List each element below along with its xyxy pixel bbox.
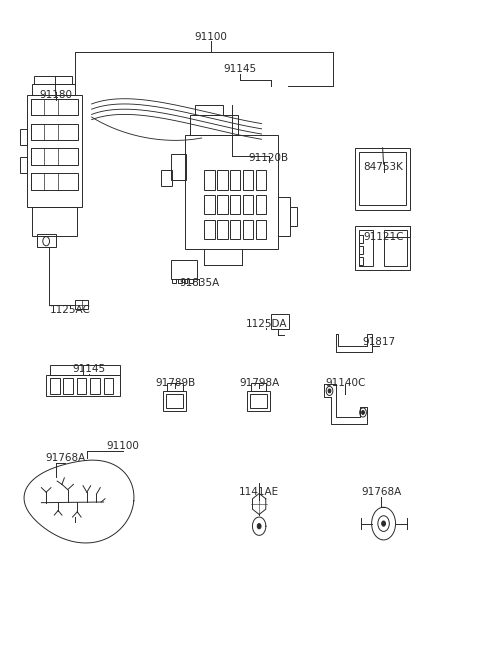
Bar xyxy=(271,314,289,329)
Bar xyxy=(204,170,215,189)
Bar xyxy=(204,195,215,214)
Text: 91145: 91145 xyxy=(72,364,106,374)
Bar xyxy=(230,195,240,214)
Bar xyxy=(243,195,253,214)
Text: 91768A: 91768A xyxy=(45,453,85,463)
Text: 91835A: 91835A xyxy=(179,278,219,288)
Bar xyxy=(31,124,78,140)
Bar xyxy=(34,76,72,84)
Bar xyxy=(172,279,176,283)
Text: 91789B: 91789B xyxy=(155,378,195,388)
Bar xyxy=(46,375,120,396)
Text: 91817: 91817 xyxy=(362,337,396,347)
Bar xyxy=(190,115,238,135)
Text: 91120B: 91120B xyxy=(249,153,289,162)
Bar xyxy=(31,149,78,165)
Bar xyxy=(36,234,56,247)
Bar xyxy=(243,219,253,239)
Text: 91768A: 91768A xyxy=(361,487,401,497)
Bar xyxy=(384,230,407,266)
Text: 84753K: 84753K xyxy=(364,162,404,172)
Bar xyxy=(27,96,82,206)
Bar xyxy=(204,219,215,239)
Text: 1125AC: 1125AC xyxy=(49,305,91,315)
Text: 91180: 91180 xyxy=(39,90,72,100)
Bar xyxy=(63,378,73,394)
Bar xyxy=(77,378,86,394)
Text: 1125DA: 1125DA xyxy=(246,318,287,329)
Bar xyxy=(32,84,75,96)
Text: 91798A: 91798A xyxy=(239,378,279,388)
Bar xyxy=(75,300,88,309)
Text: 91121C: 91121C xyxy=(363,233,404,242)
Circle shape xyxy=(361,411,364,415)
Bar xyxy=(355,225,410,270)
Bar xyxy=(359,234,362,242)
Bar xyxy=(217,219,228,239)
Bar xyxy=(31,99,78,115)
Bar xyxy=(194,105,223,115)
Bar xyxy=(104,378,113,394)
Bar xyxy=(50,378,60,394)
Bar xyxy=(359,257,362,265)
Bar xyxy=(90,378,100,394)
Bar xyxy=(20,157,27,174)
Circle shape xyxy=(257,523,261,529)
Bar xyxy=(355,148,410,210)
Bar xyxy=(170,259,197,279)
Bar xyxy=(243,170,253,189)
Bar xyxy=(247,391,270,411)
Bar xyxy=(251,383,266,391)
Bar xyxy=(278,196,290,236)
Bar xyxy=(359,230,373,266)
Circle shape xyxy=(328,389,331,393)
Bar xyxy=(183,279,187,283)
Text: 1141AE: 1141AE xyxy=(239,487,279,497)
Bar xyxy=(217,170,228,189)
Bar xyxy=(166,394,183,408)
Bar xyxy=(163,391,186,411)
Bar xyxy=(178,279,181,283)
Bar xyxy=(31,174,78,189)
Bar xyxy=(32,206,77,236)
Bar xyxy=(185,135,278,249)
Bar xyxy=(230,219,240,239)
Bar xyxy=(20,129,27,145)
Text: 91140C: 91140C xyxy=(325,378,365,388)
Text: 91145: 91145 xyxy=(223,64,257,74)
Circle shape xyxy=(382,521,385,526)
Bar xyxy=(256,219,266,239)
Bar xyxy=(230,170,240,189)
Bar xyxy=(250,394,267,408)
Text: 91100: 91100 xyxy=(106,441,139,451)
Bar xyxy=(170,155,186,180)
Bar xyxy=(290,206,298,226)
Bar xyxy=(359,153,406,205)
Bar xyxy=(256,195,266,214)
Text: 91100: 91100 xyxy=(195,31,228,42)
Bar xyxy=(189,279,193,283)
Bar xyxy=(256,170,266,189)
Bar xyxy=(50,365,120,375)
Bar xyxy=(161,170,171,186)
Bar xyxy=(167,383,182,391)
Bar xyxy=(217,195,228,214)
Bar xyxy=(359,246,362,253)
